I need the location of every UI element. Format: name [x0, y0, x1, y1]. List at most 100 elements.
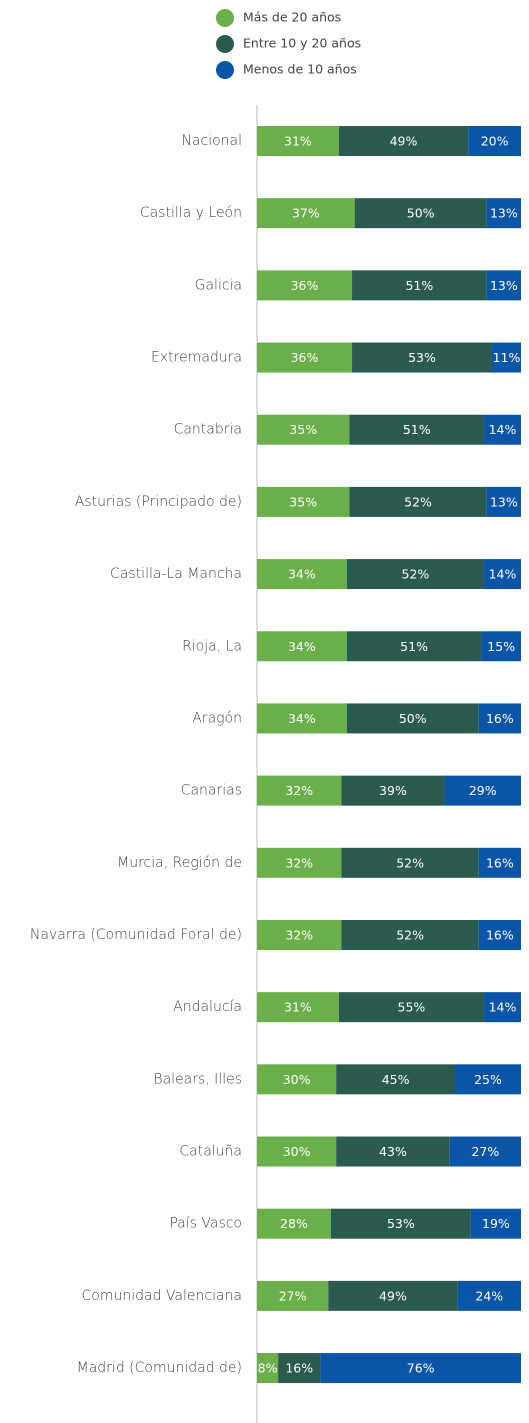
value-label: 55%: [398, 1000, 426, 1015]
value-label: 53%: [387, 1216, 415, 1231]
bar-segment: [478, 703, 521, 734]
bar-segment: [257, 270, 353, 301]
value-label: 53%: [408, 350, 436, 365]
bar-segment: [338, 126, 469, 156]
value-label: 24%: [475, 1288, 503, 1303]
bar-segment: [478, 919, 521, 950]
legend-swatch: [216, 61, 234, 79]
value-label: 36%: [291, 278, 319, 293]
value-label: 39%: [379, 783, 407, 798]
bar-segment: [349, 414, 485, 445]
value-label: 11%: [493, 350, 521, 365]
bar-segment: [346, 631, 482, 662]
bar-segment: [349, 486, 487, 517]
value-label: 37%: [292, 206, 320, 221]
bar-segment: [257, 631, 347, 662]
value-label: 20%: [481, 134, 509, 149]
value-label: 29%: [469, 783, 497, 798]
legend-label: Entre 10 y 20 años: [243, 36, 361, 51]
bar-segment: [484, 559, 521, 590]
bar-segment: [257, 703, 347, 734]
value-label: 16%: [486, 711, 514, 726]
value-label: 52%: [404, 494, 432, 509]
legend-label: Más de 20 años: [243, 10, 341, 25]
bar-segment: [336, 1136, 450, 1167]
bar-segment: [257, 559, 347, 590]
value-label: 31%: [284, 1000, 312, 1015]
bar-segment: [346, 559, 485, 590]
category-label: Madrid (Comunidad de): [77, 1360, 242, 1376]
bar-segment: [257, 414, 350, 445]
value-label: 14%: [489, 567, 517, 582]
bar-segment: [352, 270, 487, 301]
value-label: 43%: [379, 1144, 407, 1159]
value-label: 51%: [400, 639, 428, 654]
bar-segment: [484, 992, 521, 1023]
bar-segment: [257, 992, 339, 1023]
category-label: Canarias: [181, 783, 242, 799]
value-label: 50%: [407, 206, 435, 221]
value-label: 31%: [284, 134, 312, 149]
legend-swatch: [216, 35, 234, 53]
value-label: 50%: [399, 711, 427, 726]
bar-segment: [341, 919, 479, 950]
bar-segment: [491, 342, 521, 373]
value-label: 51%: [405, 278, 433, 293]
category-label: Cataluña: [179, 1144, 242, 1160]
bar-segment: [257, 919, 342, 950]
bar-segment: [486, 198, 521, 229]
category-label: Cantabria: [174, 422, 242, 438]
value-label: 16%: [486, 855, 514, 870]
category-label: Castilla-La Mancha: [110, 566, 242, 582]
value-label: 14%: [489, 1000, 517, 1015]
value-label: 13%: [490, 206, 518, 221]
value-label: 52%: [396, 927, 424, 942]
value-label: 32%: [285, 783, 313, 798]
bar-segment: [257, 342, 353, 373]
value-label: 13%: [490, 494, 518, 509]
bar-segment: [330, 1208, 471, 1239]
category-label: Navarra (Comunidad Foral de): [30, 927, 242, 943]
bar-segment: [478, 847, 521, 878]
bar-segment: [257, 847, 342, 878]
value-label: 15%: [487, 639, 515, 654]
value-label: 35%: [289, 494, 317, 509]
bar-segment: [481, 631, 521, 662]
category-label: Galicia: [195, 277, 242, 293]
category-label: Extremadura: [151, 350, 242, 366]
value-label: 27%: [279, 1288, 307, 1303]
value-label: 36%: [291, 350, 319, 365]
value-label: 8%: [258, 1361, 278, 1376]
value-label: 32%: [285, 927, 313, 942]
value-label: 45%: [382, 1072, 410, 1087]
bar-segment: [346, 703, 479, 734]
bar-segment: [338, 992, 485, 1023]
bar-segment: [257, 775, 342, 806]
bar-segment: [278, 1353, 321, 1384]
bar-segment: [257, 1208, 331, 1239]
bar-segment: [341, 775, 445, 806]
bar-segment: [354, 198, 487, 229]
legend-swatch: [216, 9, 234, 27]
value-label: 19%: [482, 1216, 510, 1231]
bar-segment: [457, 1280, 521, 1311]
bar-segment: [455, 1064, 521, 1095]
category-label: País Vasco: [169, 1216, 242, 1232]
value-label: 14%: [489, 422, 517, 437]
value-label: 16%: [285, 1361, 313, 1376]
value-label: 51%: [403, 422, 431, 437]
bar-segment: [257, 486, 350, 517]
value-label: 34%: [288, 711, 316, 726]
value-label: 13%: [490, 278, 518, 293]
category-label: Castilla y León: [140, 205, 242, 221]
bar-segment: [336, 1064, 455, 1095]
bar-segment: [470, 1208, 521, 1239]
category-label: Comunidad Valenciana: [82, 1288, 242, 1304]
value-label: 30%: [283, 1072, 311, 1087]
bar-segment: [328, 1280, 458, 1311]
bar-segment: [257, 1353, 279, 1384]
bar-segment: [486, 486, 521, 517]
legend-label: Menos de 10 años: [243, 62, 357, 77]
category-label: Asturias (Principado de): [75, 494, 242, 510]
